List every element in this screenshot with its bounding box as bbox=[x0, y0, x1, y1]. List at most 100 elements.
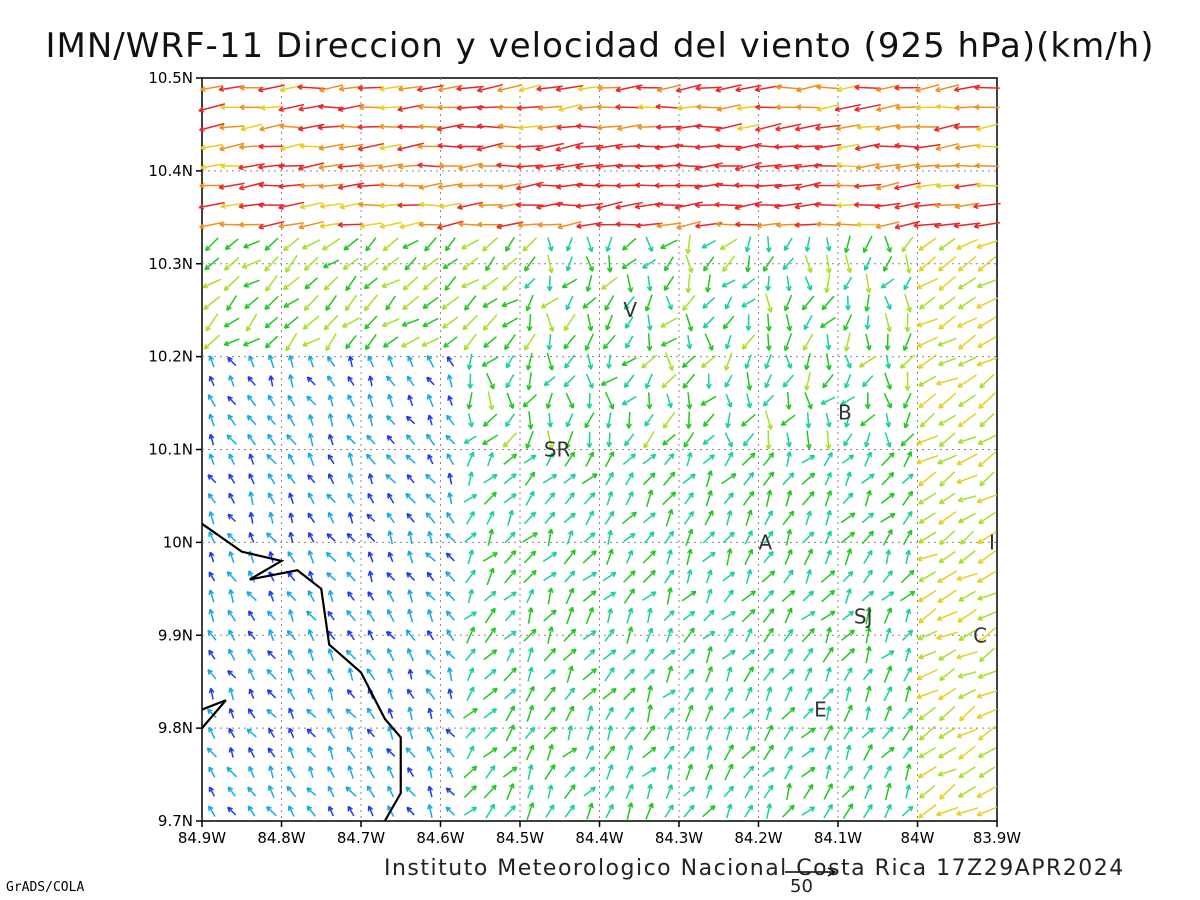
wind-arrow bbox=[615, 201, 644, 210]
wind-arrow bbox=[585, 373, 594, 389]
wind-arrow bbox=[958, 689, 977, 699]
wind-arrow bbox=[308, 570, 314, 583]
wind-arrow bbox=[880, 492, 895, 504]
wind-arrow bbox=[208, 649, 216, 660]
wind-arrow bbox=[825, 353, 832, 371]
wind-arrow bbox=[765, 275, 772, 291]
wind-arrow bbox=[248, 688, 255, 699]
wind-arrow bbox=[725, 412, 731, 429]
wind-arrow bbox=[482, 237, 499, 252]
wind-arrow bbox=[602, 571, 617, 582]
wind-arrow bbox=[641, 354, 658, 369]
wind-arrow bbox=[864, 451, 872, 467]
wind-arrow bbox=[803, 315, 813, 331]
wind-arrow bbox=[977, 670, 997, 679]
wind-arrow bbox=[486, 510, 495, 525]
wind-arrow bbox=[761, 570, 776, 583]
wind-arrow bbox=[801, 295, 815, 311]
wind-arrow bbox=[504, 609, 516, 622]
wind-arrow bbox=[563, 549, 576, 565]
wind-arrow bbox=[882, 726, 894, 740]
wind-arrow bbox=[207, 474, 217, 484]
wind-arrow bbox=[585, 510, 594, 526]
wind-arrow bbox=[822, 688, 834, 700]
wind-arrow bbox=[682, 473, 696, 485]
wind-arrow bbox=[298, 220, 324, 230]
wind-arrow bbox=[562, 648, 577, 661]
wind-arrow bbox=[643, 725, 656, 741]
wind-arrow bbox=[437, 220, 464, 230]
wind-arrow bbox=[805, 412, 812, 429]
wind-arrow bbox=[565, 413, 574, 428]
wind-arrow bbox=[367, 629, 374, 641]
wind-arrow bbox=[845, 588, 852, 604]
wind-arrow bbox=[318, 163, 344, 171]
wind-arrow bbox=[938, 530, 956, 545]
wind-arrow bbox=[863, 744, 873, 761]
wind-arrow bbox=[656, 222, 682, 229]
wind-arrow bbox=[536, 85, 563, 92]
wind-arrow bbox=[786, 451, 792, 467]
wind-arrow bbox=[875, 221, 900, 230]
wind-arrow bbox=[346, 609, 356, 622]
wind-arrow bbox=[893, 182, 921, 191]
wind-arrow bbox=[228, 687, 235, 701]
wind-arrow bbox=[804, 686, 813, 701]
wind-arrow bbox=[238, 163, 265, 171]
wind-arrow bbox=[874, 202, 901, 210]
wind-arrow bbox=[298, 162, 325, 171]
wind-arrow bbox=[784, 549, 793, 565]
wind-arrow bbox=[682, 648, 696, 661]
station-labels: V B SR A I SJ C E bbox=[544, 298, 995, 721]
wind-arrow bbox=[856, 124, 879, 131]
wind-arrow bbox=[540, 297, 559, 309]
wind-arrow bbox=[386, 415, 396, 426]
wind-arrow bbox=[762, 471, 775, 487]
wind-arrow bbox=[585, 745, 594, 760]
wind-arrow bbox=[404, 257, 417, 271]
wind-arrow bbox=[606, 354, 613, 369]
wind-arrow bbox=[785, 432, 792, 448]
wind-arrow bbox=[742, 708, 755, 719]
wind-arrow bbox=[694, 182, 724, 190]
wind-arrow bbox=[287, 413, 296, 427]
lon-tick-label: 84.8W bbox=[257, 829, 305, 847]
wind-arrow bbox=[367, 393, 374, 408]
wind-arrow bbox=[705, 763, 714, 781]
wind-arrow bbox=[801, 727, 816, 739]
wind-arrow bbox=[505, 705, 515, 722]
wind-arrow bbox=[626, 744, 634, 761]
wind-arrow bbox=[621, 357, 637, 367]
wind-arrow bbox=[895, 104, 920, 111]
wind-arrow bbox=[863, 764, 873, 780]
wind-arrow bbox=[547, 626, 554, 644]
wind-arrow bbox=[461, 278, 480, 289]
wind-arrow bbox=[646, 333, 653, 351]
wind-arrow bbox=[379, 104, 402, 111]
wind-arrow bbox=[425, 669, 436, 680]
station-label: SJ bbox=[854, 605, 873, 629]
wind-arrow bbox=[337, 103, 365, 113]
wind-arrow bbox=[358, 201, 384, 208]
wind-arrow bbox=[246, 414, 257, 426]
wind-arrow bbox=[345, 786, 357, 797]
wind-arrow bbox=[239, 104, 264, 111]
wind-arrow bbox=[695, 85, 722, 92]
wind-arrow bbox=[956, 453, 978, 466]
wind-arrow bbox=[726, 548, 733, 566]
wind-arrow bbox=[503, 746, 518, 759]
lon-tick-label: 84.4W bbox=[575, 829, 623, 847]
wind-arrow bbox=[938, 414, 957, 426]
wind-arrow bbox=[785, 528, 793, 546]
wind-arrow bbox=[544, 706, 556, 721]
wind-arrow bbox=[743, 765, 755, 779]
wind-arrow bbox=[546, 334, 553, 351]
wind-arrow bbox=[635, 222, 663, 229]
wind-arrow bbox=[824, 745, 833, 760]
wind-arrow bbox=[464, 569, 476, 584]
wind-arrow bbox=[484, 607, 496, 624]
wind-arrow bbox=[220, 163, 244, 169]
wind-arrow bbox=[782, 472, 795, 486]
wind-arrow bbox=[856, 221, 880, 228]
lon-tick-label: 83.9W bbox=[973, 829, 1021, 847]
